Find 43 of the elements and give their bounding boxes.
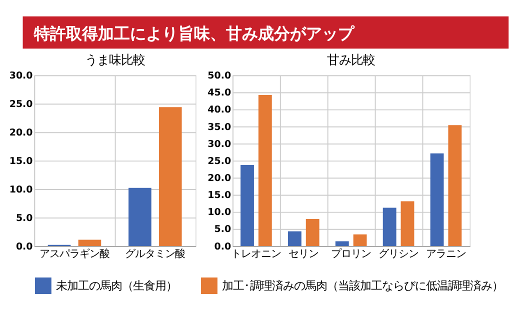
legend-label: 加工･調理済みの馬肉（当該加工ならびに低温調理済み） [222, 278, 504, 293]
x-tick-label: グリシン [378, 248, 419, 260]
y-tick-label: 40.0 [208, 104, 232, 116]
bar [306, 219, 320, 246]
bar [448, 125, 462, 246]
x-tick-label: プロリン [331, 248, 372, 260]
y-tick-label: 20.0 [9, 127, 34, 138]
bar [128, 188, 152, 246]
x-tick-label: グルタミン酸 [125, 248, 186, 260]
bar [158, 107, 182, 246]
y-tick-label: 5.0 [16, 212, 34, 224]
bar [288, 231, 302, 246]
bar [382, 208, 396, 246]
bar [353, 234, 367, 246]
y-tick-label: 15.0 [208, 190, 232, 202]
y-tick-label: 10.0 [9, 184, 34, 196]
y-tick-label: 10.0 [208, 207, 232, 218]
x-tick-label: アラニン [426, 248, 466, 260]
bar [78, 240, 102, 246]
x-tick-label: トレオニン [231, 248, 282, 260]
y-tick-label: 15.0 [9, 156, 34, 167]
bar [335, 241, 349, 246]
y-tick-label: 0.0 [16, 241, 34, 252]
chart-title: うま味比較 [84, 52, 145, 67]
y-tick-label: 5.0 [214, 224, 232, 236]
x-tick-label: アスパラギン酸 [39, 248, 110, 260]
y-tick-label: 25.0 [208, 156, 232, 167]
legend-label: 未加工の馬肉（生食用） [56, 278, 177, 293]
y-tick-label: 20.0 [208, 172, 232, 184]
bar [430, 153, 444, 246]
bar [240, 165, 254, 246]
chart-title: 甘み比較 [327, 52, 376, 67]
y-tick-label: 50.0 [208, 70, 232, 82]
bar [258, 95, 272, 246]
y-tick-label: 30.0 [9, 70, 34, 82]
y-tick-label: 30.0 [208, 138, 232, 150]
y-tick-label: 35.0 [208, 122, 232, 133]
y-tick-label: 45.0 [208, 88, 232, 99]
text: 特許取得加工により旨味、甘み成分がアップ [33, 24, 356, 44]
x-tick-label: セリン [288, 248, 319, 260]
bar [400, 201, 414, 246]
y-tick-label: 0.0 [214, 241, 232, 252]
y-tick-label: 25.0 [9, 98, 34, 110]
